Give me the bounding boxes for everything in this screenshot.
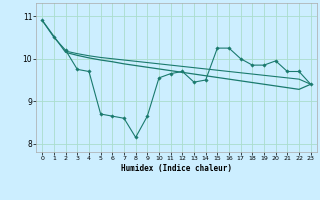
X-axis label: Humidex (Indice chaleur): Humidex (Indice chaleur) (121, 164, 232, 173)
